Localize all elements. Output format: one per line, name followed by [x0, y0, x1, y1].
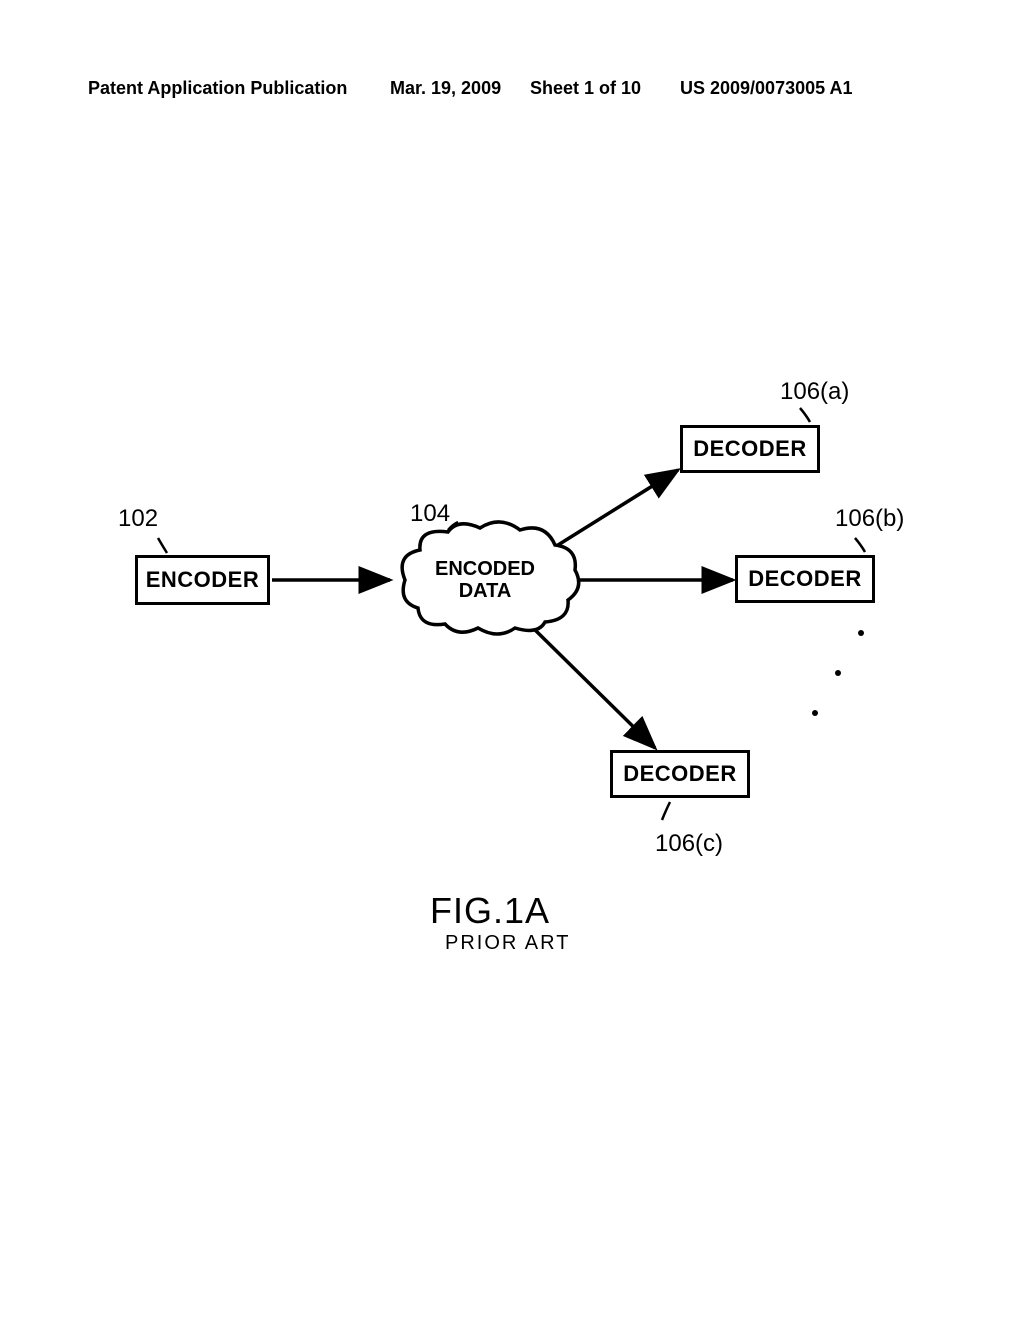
- ref-label-104: 104: [410, 500, 450, 528]
- cloud-label-line1: ENCODED: [435, 558, 535, 580]
- cloud-node-text: ENCODED DATA: [420, 558, 550, 602]
- header-date: Mar. 19, 2009: [390, 78, 501, 99]
- decoder-c-label: DECODER: [623, 761, 737, 787]
- decoder-b-node: DECODER: [735, 555, 875, 603]
- cloud-label-line2: DATA: [459, 580, 512, 602]
- ellipsis-dot: [858, 630, 864, 636]
- ref-label-102: 102: [118, 505, 158, 533]
- ref-label-106b: 106(b): [835, 505, 904, 533]
- ref-label-106c: 106(c): [655, 830, 723, 858]
- encoder-node: ENCODER: [135, 555, 270, 605]
- figure-subtitle: PRIOR ART: [445, 932, 570, 955]
- header-publication-number: US 2009/0073005 A1: [680, 78, 852, 99]
- figure-diagram: ENCODER ENCODED DATA DECODER DECODER DEC…: [100, 370, 920, 910]
- decoder-b-label: DECODER: [748, 566, 862, 592]
- encoder-label: ENCODER: [146, 567, 260, 593]
- decoder-a-node: DECODER: [680, 425, 820, 473]
- figure-title: FIG.1A: [430, 890, 550, 932]
- ref-label-106a: 106(a): [780, 378, 849, 406]
- header-sheet-number: Sheet 1 of 10: [530, 78, 641, 99]
- ellipsis-dot: [835, 670, 841, 676]
- ellipsis-dot: [812, 710, 818, 716]
- header-publication-type: Patent Application Publication: [88, 78, 347, 99]
- decoder-c-node: DECODER: [610, 750, 750, 798]
- decoder-a-label: DECODER: [693, 436, 807, 462]
